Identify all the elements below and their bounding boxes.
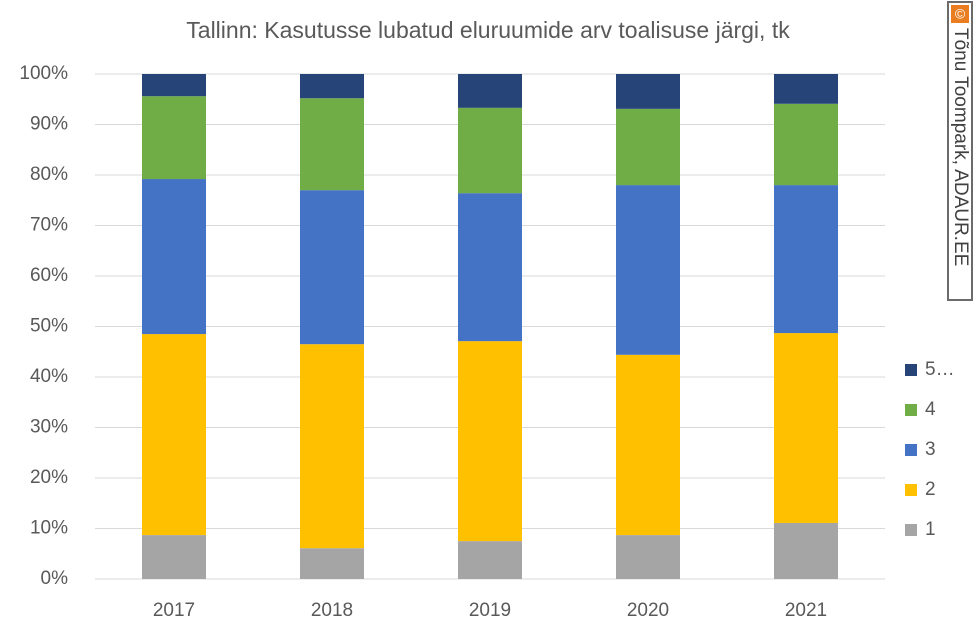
legend-label: 1 <box>925 519 936 540</box>
bar-segment <box>774 522 838 579</box>
legend-swatch <box>905 364 917 376</box>
bar-segment <box>300 74 364 99</box>
y-tick-label: 50% <box>30 316 68 337</box>
bar-segment <box>458 341 522 542</box>
legend-swatch <box>905 444 917 456</box>
bar-segment <box>774 333 838 523</box>
x-tick-label: 2017 <box>153 600 195 621</box>
bar-segment <box>458 541 522 579</box>
bar-segment <box>142 96 206 180</box>
bar-segment <box>300 548 364 579</box>
y-tick-label: 10% <box>30 518 68 539</box>
legend-swatch <box>905 524 917 536</box>
y-tick-label: 60% <box>30 265 68 286</box>
y-tick-label: 80% <box>30 164 68 185</box>
legend-swatch <box>905 404 917 416</box>
bar-segment <box>616 74 680 109</box>
bar-segment <box>616 535 680 579</box>
bar-segment <box>142 334 206 536</box>
bar-segment <box>142 179 206 335</box>
bar-segment <box>774 103 838 186</box>
bar-segment <box>616 185 680 355</box>
y-tick-label: 30% <box>30 417 68 438</box>
bar-segment <box>774 74 838 104</box>
bar-segment <box>616 354 680 536</box>
chart-title: Tallinn: Kasutusse lubatud eluruumide ar… <box>186 17 790 43</box>
bar-segment <box>458 193 522 342</box>
x-tick-label: 2020 <box>627 600 669 621</box>
annotation: Tõnu Toompark, ADAUR.EE <box>950 28 971 266</box>
x-tick-label: 2019 <box>469 600 511 621</box>
legend-swatch <box>905 484 917 496</box>
copyright-symbol: © <box>955 6 966 22</box>
y-tick-label: 100% <box>19 63 68 84</box>
y-tick-label: 70% <box>30 215 68 236</box>
y-tick-label: 0% <box>41 568 69 589</box>
bar-segment <box>300 98 364 191</box>
bar-segment <box>458 74 522 108</box>
legend-label: 3 <box>925 439 936 460</box>
bar-segment <box>142 74 206 97</box>
legend-label: 2 <box>925 479 936 500</box>
copyright-badge <box>951 5 969 23</box>
copyright-box <box>947 1 973 301</box>
legend-label: 5… <box>925 359 955 380</box>
bar-segment <box>142 535 206 579</box>
y-tick-label: 20% <box>30 467 68 488</box>
bar-segment <box>774 185 838 334</box>
y-tick-label: 40% <box>30 366 68 387</box>
bar-segment <box>300 190 364 345</box>
x-tick-label: 2018 <box>311 600 353 621</box>
x-tick-label: 2021 <box>785 600 827 621</box>
bar-segment <box>616 108 680 186</box>
bar-segment <box>458 107 522 194</box>
y-tick-label: 90% <box>30 114 68 135</box>
legend-label: 4 <box>925 399 936 420</box>
bar-segment <box>300 344 364 549</box>
